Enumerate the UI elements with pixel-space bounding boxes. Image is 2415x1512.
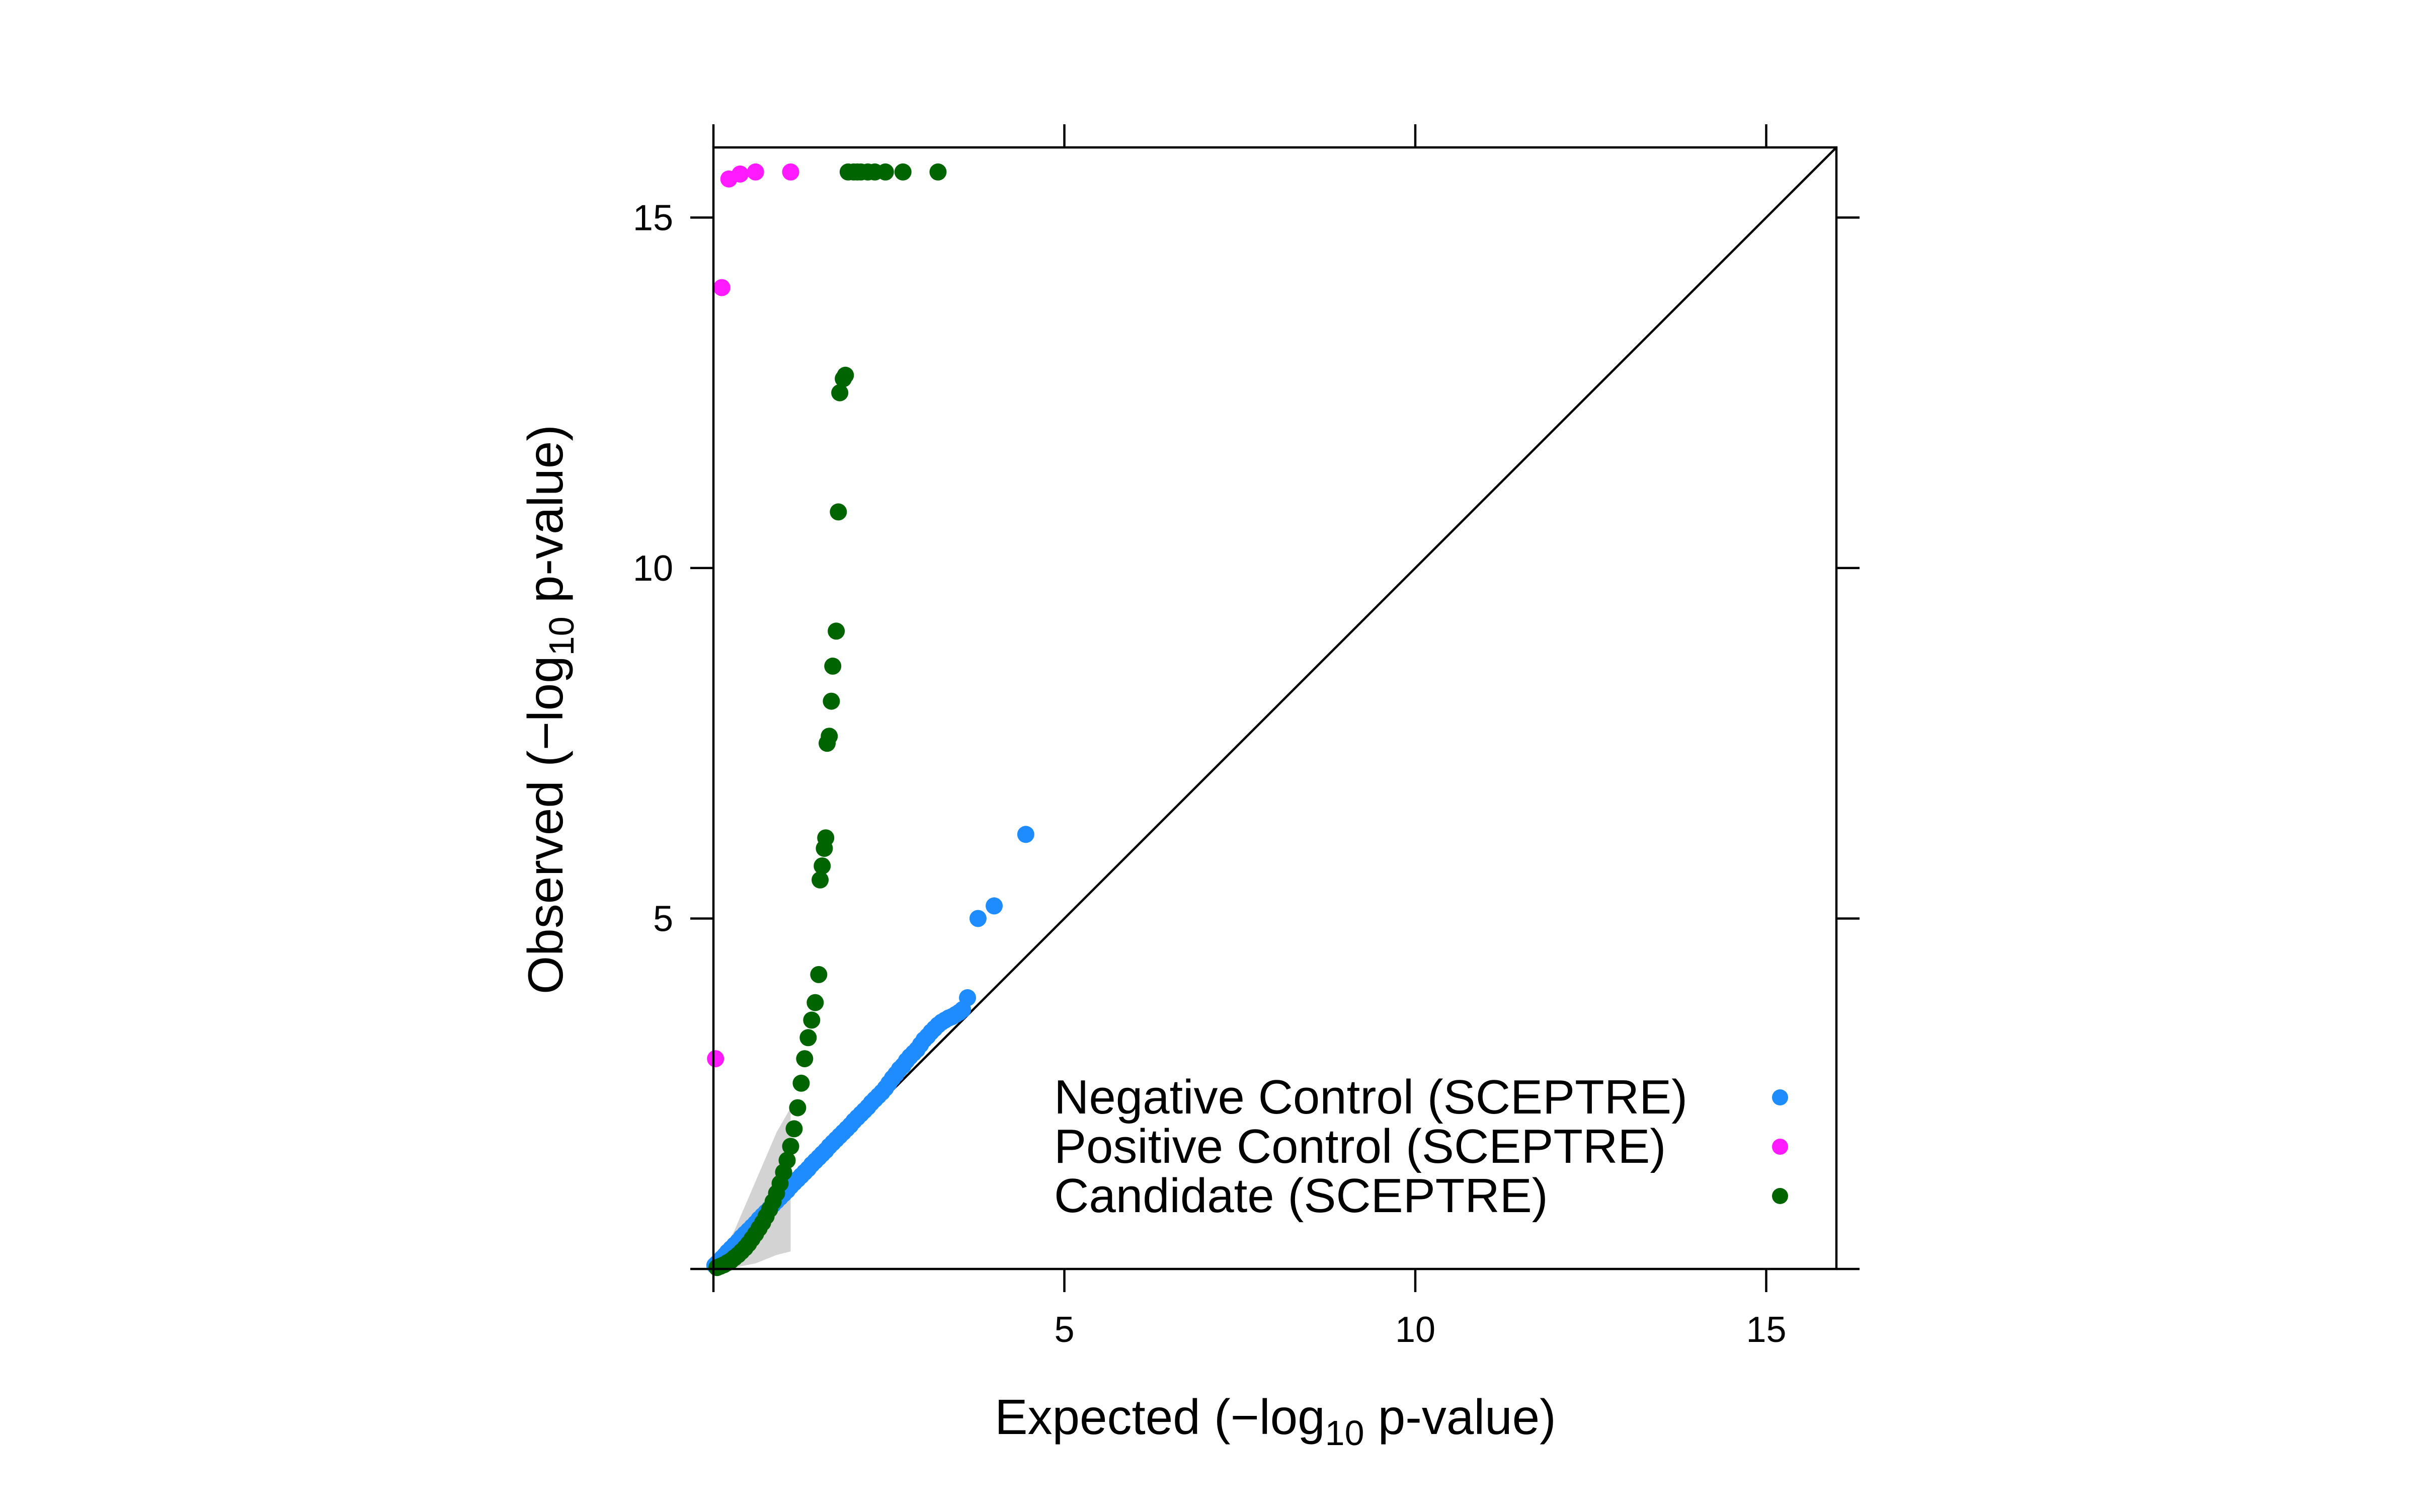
y-tick-label: 15 <box>633 198 673 238</box>
data-point <box>807 994 824 1011</box>
data-point <box>894 163 912 181</box>
data-point <box>782 1138 799 1155</box>
y-tick-label: 10 <box>633 548 673 589</box>
series-2 <box>708 163 947 1277</box>
data-point <box>785 1120 803 1138</box>
data-point <box>876 163 894 181</box>
data-point <box>959 989 976 1006</box>
data-point <box>799 1029 817 1047</box>
legend-label-negative-control: Negative Control (SCEPTRE) <box>1054 1070 1687 1124</box>
confidence-band <box>713 1107 791 1269</box>
data-point <box>803 1011 821 1029</box>
y-axis-label: Observed (−log10 p-value) <box>518 425 581 994</box>
data-point <box>824 657 842 675</box>
y-tick-label: 5 <box>653 899 673 939</box>
data-point <box>713 279 731 296</box>
data-point <box>821 728 838 745</box>
axis-ticks-layer: 5 10 15 5 10 15 <box>633 124 1860 1350</box>
x-tick-label: 10 <box>1395 1310 1435 1350</box>
legend-marker-negative-control <box>1772 1089 1788 1105</box>
legend-label-candidate: Candidate (SCEPTRE) <box>1054 1169 1548 1223</box>
data-point <box>778 1152 796 1169</box>
legend-marker-positive-control <box>1772 1139 1788 1155</box>
points-layer <box>706 163 1034 1277</box>
data-point <box>812 871 829 889</box>
plot-frame <box>712 146 1838 1270</box>
data-point <box>814 857 831 874</box>
data-point <box>792 1074 810 1092</box>
data-point <box>732 165 749 183</box>
data-point <box>747 163 764 181</box>
data-point <box>796 1050 814 1068</box>
legend-label-positive-control: Positive Control (SCEPTRE) <box>1054 1120 1666 1173</box>
legend: Negative Control (SCEPTRE) Positive Cont… <box>1054 1070 1788 1223</box>
data-point <box>810 966 828 983</box>
series-1 <box>707 163 799 1068</box>
x-axis-label: Expected (−log10 p-value) <box>995 1389 1556 1453</box>
data-point <box>817 829 835 847</box>
data-point <box>969 910 987 927</box>
data-point <box>789 1099 807 1117</box>
x-tick-label: 5 <box>1054 1310 1074 1350</box>
data-point <box>782 163 799 181</box>
confidence-band-layer <box>713 1107 791 1269</box>
data-point <box>828 622 845 640</box>
legend-marker-candidate <box>1772 1188 1788 1204</box>
x-tick-label: 15 <box>1746 1310 1786 1350</box>
data-point <box>823 692 840 710</box>
data-point <box>1017 826 1034 843</box>
data-point <box>831 384 849 402</box>
data-point <box>830 503 847 521</box>
data-point <box>837 366 854 384</box>
data-point <box>929 163 947 181</box>
data-point <box>707 1050 725 1068</box>
data-point <box>986 897 1003 915</box>
reference-line-identity <box>712 146 1837 1270</box>
